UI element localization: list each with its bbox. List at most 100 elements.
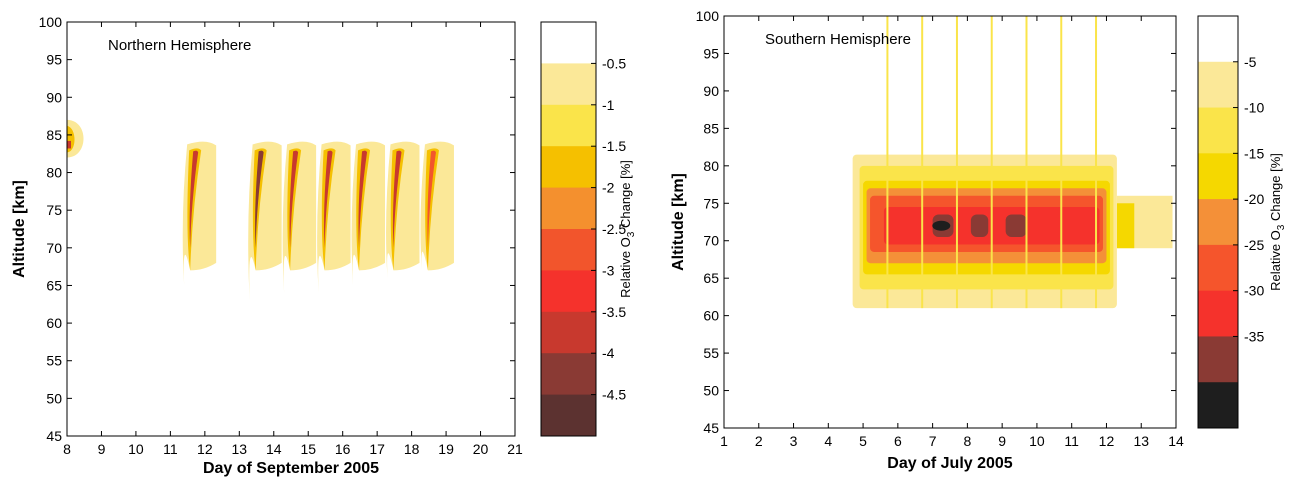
southern-colorbar: -5 -10 -15 -20 -25 -30 -35 xyxy=(1197,15,1264,429)
southern-plot-frame xyxy=(723,15,1177,429)
southern-colorbar-band xyxy=(1198,336,1238,383)
northern-colorbar-tick-label: -2 xyxy=(602,180,615,196)
southern-x-tick-label: 5 xyxy=(859,433,867,449)
southern-core-contour xyxy=(1005,214,1027,237)
southern-y-tick-label: 45 xyxy=(703,420,719,436)
southern-x-tick-label: 9 xyxy=(998,433,1006,449)
southern-y-tick-label: 80 xyxy=(703,158,719,174)
southern-x-tick-label: 1 xyxy=(720,433,728,449)
northern-y-tick-label: 65 xyxy=(46,277,62,293)
southern-colorbar-band xyxy=(1198,382,1238,429)
southern-y-tick-label: 70 xyxy=(703,233,719,249)
northern-colorbar-band xyxy=(541,270,596,313)
southern-x-tick-label: 14 xyxy=(1168,433,1184,449)
northern-x-tick-label: 19 xyxy=(438,441,454,457)
northern-x-tick-label: 8 xyxy=(63,441,71,457)
northern-y-tick-label: 75 xyxy=(46,202,62,218)
northern-x-axis-label: Day of September 2005 xyxy=(203,460,379,477)
southern-colorbar-frame xyxy=(1197,15,1239,429)
southern-x-ticks: 1 2 3 4 5 6 7 8 9 10 11 12 13 14 xyxy=(720,16,1184,449)
northern-pulse-core xyxy=(289,150,299,248)
northern-pulse-core xyxy=(255,150,264,248)
southern-x-tick-label: 12 xyxy=(1099,433,1115,449)
southern-colorbar-band xyxy=(1198,244,1238,292)
northern-x-tick-label: 20 xyxy=(473,441,489,457)
southern-x-tick-label: 11 xyxy=(1064,433,1079,449)
northern-x-tick-label: 17 xyxy=(369,441,385,457)
southern-colorbar-tick-label: -30 xyxy=(1244,283,1264,299)
southern-y-tick-label: 85 xyxy=(703,120,719,136)
northern-colorbar-tick-label: -4 xyxy=(602,345,615,361)
southern-y-tick-label: 65 xyxy=(703,270,719,286)
southern-colorbar-label: Relative O3 Change [%] xyxy=(1268,153,1287,291)
southern-colorbar-tick-label: -20 xyxy=(1244,191,1264,207)
southern-x-tick-label: 7 xyxy=(929,433,937,449)
northern-hemisphere-panel: 45 50 55 60 65 70 75 80 85 90 95 100 8 9 10 11 12 13 14 15… xyxy=(11,14,637,477)
northern-x-tick-label: 12 xyxy=(197,441,213,457)
northern-colorbar-tick-label: -4.5 xyxy=(602,387,626,403)
northern-y-tick-label: 90 xyxy=(46,89,62,105)
northern-pulse-core xyxy=(323,150,333,248)
southern-colorbar-band xyxy=(1198,107,1238,154)
northern-colorbar-band xyxy=(541,187,596,230)
southern-x-axis-label: Day of July 2005 xyxy=(887,455,1013,472)
southern-x-tick-label: 3 xyxy=(790,433,798,449)
northern-colorbar-tick-label: -1.5 xyxy=(602,138,626,154)
northern-y-tick-label: 60 xyxy=(46,315,62,331)
northern-x-tick-label: 10 xyxy=(128,441,144,457)
northern-colorbar-band xyxy=(541,311,596,354)
northern-x-tick-label: 21 xyxy=(507,441,523,457)
southern-colorbar-band xyxy=(1198,290,1238,337)
southern-x-tick-label: 8 xyxy=(963,433,971,449)
northern-plot-frame xyxy=(66,21,516,437)
southern-max-contour xyxy=(932,220,951,231)
northern-colorbar-band xyxy=(541,353,596,396)
southern-colorbar-band xyxy=(1198,61,1238,109)
northern-colorbar-tick-label: -3.5 xyxy=(602,304,626,320)
northern-colorbar-band xyxy=(541,229,596,271)
northern-colorbar: -0.5 -1 -1.5 -2 -2.5 -3 -3.5 -4 -4.5 xyxy=(540,21,626,437)
northern-x-tick-label: 9 xyxy=(98,441,106,457)
northern-x-tick-label: 13 xyxy=(232,441,248,457)
northern-colorbar-band xyxy=(541,22,596,64)
northern-x-ticks: 8 9 10 11 12 13 14 15 16 17 18 19 20 21 xyxy=(63,22,523,457)
northern-pulse-band xyxy=(187,148,202,271)
northern-y-tick-label: 95 xyxy=(46,52,62,68)
southern-y-tick-label: 50 xyxy=(703,383,719,399)
southern-chart-title: Southern Hemisphere xyxy=(765,31,911,48)
northern-colorbar-band xyxy=(541,63,596,106)
southern-colorbar-tick-label: -5 xyxy=(1244,54,1257,70)
southern-tail-contour xyxy=(1116,203,1135,249)
northern-x-tick-label: 16 xyxy=(335,441,351,457)
southern-colorbar-tick-label: -35 xyxy=(1244,328,1264,344)
southern-y-tick-label: 90 xyxy=(703,83,719,99)
northern-pulse-band xyxy=(390,148,405,271)
northern-colorbar-band xyxy=(541,104,596,147)
northern-x-tick-label: 14 xyxy=(266,441,282,457)
southern-x-tick-label: 6 xyxy=(894,433,902,449)
southern-colorbar-tick-label: -25 xyxy=(1244,237,1264,253)
southern-colorbar-band xyxy=(1198,16,1238,62)
northern-onset-core xyxy=(67,140,71,149)
northern-pulse-band xyxy=(425,148,439,271)
northern-x-tick-label: 15 xyxy=(300,441,316,457)
southern-core-contour xyxy=(970,214,989,237)
southern-contours xyxy=(852,16,1173,309)
southern-x-tick-label: 2 xyxy=(755,433,763,449)
southern-x-tick-label: 4 xyxy=(824,433,832,449)
northern-colorbar-tick-label: -1 xyxy=(602,97,615,113)
southern-colorbar-band xyxy=(1198,153,1238,200)
northern-pulse-core xyxy=(427,150,436,248)
northern-colorbar-tick-label: -3 xyxy=(602,262,615,278)
northern-pulse-band xyxy=(321,148,336,271)
northern-y-tick-label: 50 xyxy=(46,390,62,406)
northern-y-tick-label: 80 xyxy=(46,165,62,181)
northern-y-tick-label: 45 xyxy=(46,428,62,444)
northern-y-axis-label: Altitude [km] xyxy=(11,180,28,278)
northern-x-tick-label: 18 xyxy=(404,441,420,457)
southern-colorbar-tick-label: -10 xyxy=(1244,100,1264,116)
northern-colorbar-tick-label: -2.5 xyxy=(602,221,626,237)
southern-x-tick-label: 10 xyxy=(1029,433,1045,449)
